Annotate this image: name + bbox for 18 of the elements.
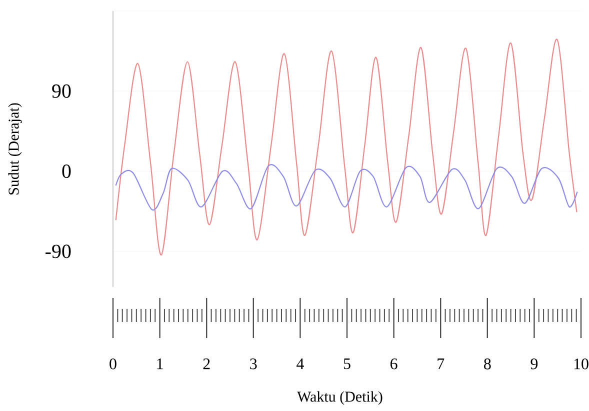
x-tick-label: 1 — [157, 358, 163, 370]
line-series — [115, 164, 578, 210]
x-tick-label: 5 — [344, 358, 350, 370]
x-tick-label: 9 — [530, 358, 538, 370]
x-axis-title: Waktu (Detik) — [297, 391, 382, 405]
x-tick-label: 3 — [250, 358, 257, 370]
x-tick-label: 6 — [390, 358, 398, 370]
x-tick-label: 10 — [574, 358, 588, 370]
y-tick-label: 90 — [52, 84, 71, 98]
x-tick-label: 0 — [110, 358, 116, 370]
x-tick-label: 8 — [484, 358, 491, 370]
x-tick-label: 4 — [296, 358, 304, 370]
y-axis-title: Sudut (Derajat) — [8, 103, 22, 194]
x-tick-label: 7 — [438, 358, 444, 369]
line-series — [115, 38, 578, 256]
y-tick-label: 0 — [62, 164, 71, 178]
y-tick-label: -90 — [46, 244, 71, 258]
x-tick-label: 2 — [203, 358, 210, 370]
